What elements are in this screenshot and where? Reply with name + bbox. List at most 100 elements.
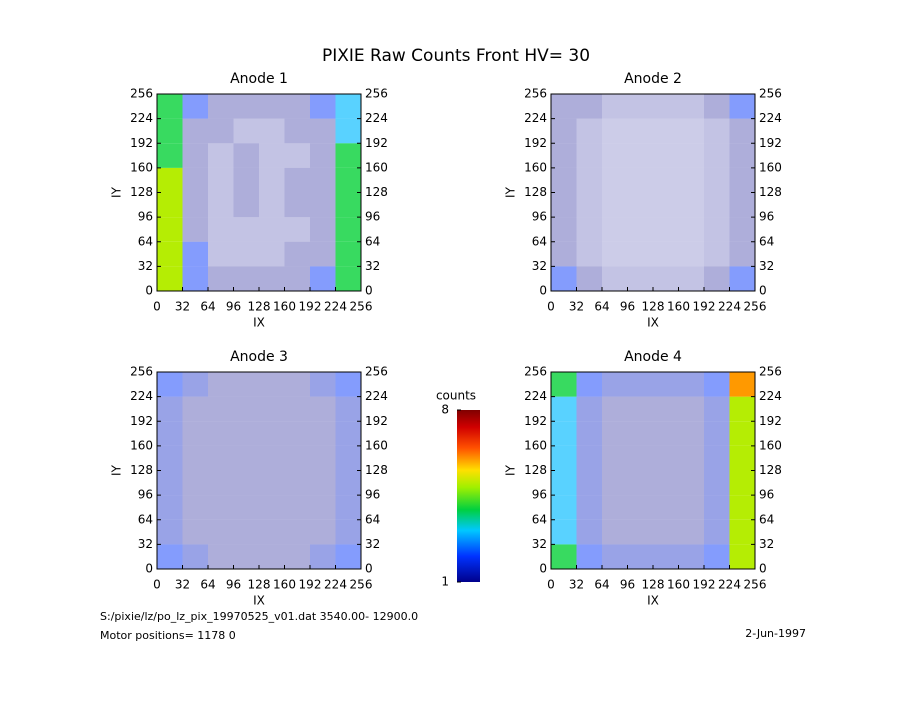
x-axis-label: IX — [253, 594, 265, 608]
heatmap-cell — [576, 495, 602, 520]
heatmap-cell — [157, 519, 183, 545]
heatmap-cell — [653, 192, 679, 218]
heatmap-cell — [259, 544, 285, 569]
heatmap-cell — [182, 396, 208, 422]
y-tick-label: 0 — [145, 284, 153, 298]
y-tick-label-right: 192 — [759, 414, 782, 428]
heatmap-cell — [233, 519, 259, 545]
y-tick-label: 224 — [130, 389, 153, 403]
colorbar-tick-label: 1 — [441, 575, 449, 589]
y-tick-label: 160 — [524, 438, 547, 452]
heatmap-cell — [335, 372, 361, 397]
heatmap-cell — [259, 470, 285, 496]
x-tick-label: 128 — [248, 578, 271, 592]
y-tick-label-right: 128 — [759, 463, 782, 477]
heatmap-cell — [335, 396, 361, 422]
heatmap-cell — [259, 118, 285, 144]
y-tick-label-right: 96 — [759, 210, 774, 224]
heatmap-cell — [653, 396, 679, 422]
heatmap-cell — [704, 143, 730, 168]
heatmap-cell — [704, 470, 730, 496]
heatmap-cell — [208, 143, 234, 168]
heatmap-cell — [576, 143, 602, 168]
y-tick-label-right: 128 — [759, 185, 782, 199]
y-tick-label: 192 — [130, 414, 153, 428]
heatmap-cell — [233, 421, 259, 446]
y-tick-label: 256 — [524, 365, 547, 379]
heatmap-cell — [182, 544, 208, 569]
heatmap-cell — [208, 470, 234, 496]
heatmap-cell — [335, 94, 361, 119]
heatmap-cell — [576, 372, 602, 397]
heatmap-cell — [602, 544, 628, 569]
heatmap-cell — [310, 266, 336, 291]
heatmap-cell — [233, 143, 259, 168]
heatmap-cell — [208, 217, 234, 242]
x-tick-label: 64 — [200, 578, 215, 592]
x-tick-label: 64 — [594, 578, 609, 592]
x-tick-label: 96 — [620, 300, 635, 314]
heatmap-cell — [678, 495, 704, 520]
heatmap-cell — [551, 241, 577, 267]
x-tick-label: 64 — [594, 300, 609, 314]
heatmap-cell — [602, 118, 628, 144]
heatmap-cell — [233, 266, 259, 291]
heatmap-cell — [729, 241, 755, 267]
footer-motor: Motor positions= 1178 0 — [100, 629, 236, 642]
heatmap-cell — [653, 217, 679, 242]
heatmap-cell — [678, 192, 704, 218]
heatmap-cell — [259, 241, 285, 267]
heatmap-cell — [551, 372, 577, 397]
heatmap-cell — [182, 143, 208, 168]
heatmap-cell — [233, 118, 259, 144]
heatmap-cell — [335, 445, 361, 471]
heatmap-cell — [208, 445, 234, 471]
heatmap-cell — [182, 519, 208, 545]
heatmap-cell — [653, 445, 679, 471]
x-tick-label: 192 — [299, 300, 322, 314]
heatmap-cell — [729, 372, 755, 397]
x-tick-label: 0 — [153, 578, 161, 592]
y-tick-label-right: 256 — [759, 365, 782, 379]
heatmap-cell — [653, 421, 679, 446]
heatmap-cell — [551, 470, 577, 496]
y-tick-label: 64 — [138, 512, 153, 526]
heatmap-cell — [233, 372, 259, 397]
heatmap-cell — [551, 396, 577, 422]
heatmap-cell — [551, 217, 577, 242]
heatmap-cell — [259, 217, 285, 242]
heatmap-cell — [627, 118, 653, 144]
heatmap-cell — [157, 217, 183, 242]
heatmap-cell — [627, 94, 653, 119]
heatmap-cell — [729, 192, 755, 218]
footer-date: 2-Jun-1997 — [745, 627, 806, 640]
heatmap-cell — [729, 217, 755, 242]
heatmap-cell — [602, 372, 628, 397]
heatmap-cell — [182, 192, 208, 218]
heatmap-cell — [678, 519, 704, 545]
heatmap-cell — [627, 266, 653, 291]
y-tick-label: 0 — [539, 562, 547, 576]
heatmap-cell — [259, 192, 285, 218]
y-tick-label-right: 224 — [365, 111, 388, 125]
y-tick-label: 128 — [130, 463, 153, 477]
y-tick-label: 224 — [524, 389, 547, 403]
heatmap-cell — [233, 396, 259, 422]
heatmap-cell — [157, 94, 183, 119]
heatmap-cell — [233, 192, 259, 218]
heatmap-cell — [157, 266, 183, 291]
heatmap-cell — [704, 167, 730, 193]
heatmap-cell — [233, 167, 259, 193]
heatmap-cell — [653, 519, 679, 545]
y-tick-label: 160 — [130, 438, 153, 452]
x-tick-label: 224 — [324, 578, 347, 592]
heatmap-cell — [704, 544, 730, 569]
y-tick-label-right: 0 — [759, 562, 767, 576]
heatmap-cell — [310, 217, 336, 242]
panel-title: Anode 3 — [230, 349, 288, 365]
heatmap-cell — [182, 217, 208, 242]
heatmap-cell — [284, 519, 310, 545]
heatmap-cell — [233, 217, 259, 242]
heatmap-cell — [704, 495, 730, 520]
y-tick-label-right: 192 — [365, 136, 388, 150]
